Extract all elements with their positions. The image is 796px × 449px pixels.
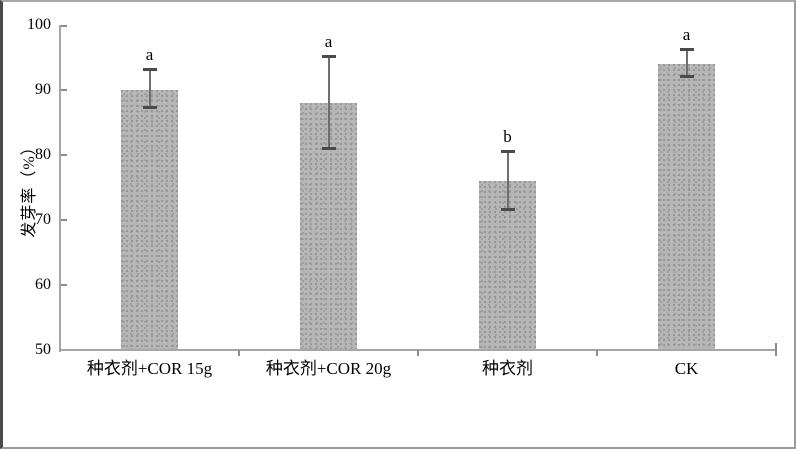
x-axis-end-tick — [775, 343, 777, 350]
error-bar-line — [685, 49, 688, 77]
x-tick — [417, 350, 419, 356]
y-tick — [61, 219, 67, 221]
error-bar-cap-bottom — [142, 106, 157, 110]
error-bar-line — [327, 56, 330, 149]
bar — [658, 64, 715, 349]
y-tick-label: 90 — [35, 81, 51, 98]
y-tick-label: 80 — [35, 146, 51, 163]
significance-letter: a — [682, 25, 691, 45]
y-tick — [61, 89, 67, 91]
x-category-label: 种衣剂+COR 20g — [265, 359, 392, 378]
bar — [300, 103, 357, 349]
error-bar-cap-top — [679, 48, 694, 52]
error-bar-cap-top — [500, 150, 515, 154]
x-category-label: 种衣剂+COR 15g — [86, 359, 213, 378]
x-tick — [775, 350, 777, 356]
y-tick-label: 50 — [35, 341, 51, 358]
error-bar-cap-bottom — [500, 207, 515, 211]
y-tick — [61, 154, 67, 156]
error-bar-cap-bottom — [679, 75, 694, 78]
x-category-label: CK — [674, 359, 699, 378]
x-tick — [238, 350, 240, 356]
y-axis-title: 发芽率（%） — [21, 138, 38, 238]
error-bar-line — [148, 68, 151, 109]
y-tick-label: 70 — [35, 211, 51, 228]
error-bar-line — [506, 151, 509, 210]
error-bar-cap-top — [321, 55, 336, 59]
bar — [121, 90, 178, 349]
y-tick — [61, 284, 67, 286]
significance-letter: a — [324, 32, 333, 52]
significance-letter: a — [145, 44, 154, 64]
error-bar-cap-bottom — [321, 146, 336, 150]
x-tick — [596, 350, 598, 356]
significance-letter: b — [503, 127, 512, 147]
plot-area: 50 60 70 80 90 100 a 种衣剂+COR 15g a 种衣剂+COR 20g b 种衣… — [3, 2, 794, 447]
y-tick-label: 100 — [27, 16, 51, 33]
x-category-label: 种衣剂 — [482, 359, 533, 378]
error-bar-cap-top — [142, 67, 157, 71]
y-axis-line — [59, 25, 61, 352]
y-axis-top-tick — [61, 25, 67, 27]
y-tick-label: 60 — [35, 276, 51, 293]
